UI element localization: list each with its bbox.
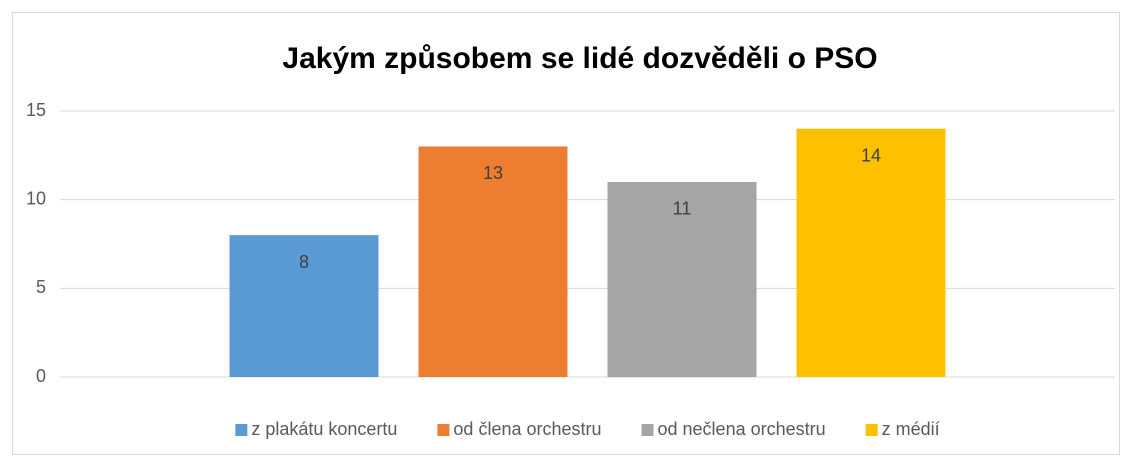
data-label: 14 xyxy=(861,145,881,165)
y-tick-label: 0 xyxy=(36,366,46,386)
legend-label: od člena orchestru xyxy=(453,419,601,439)
chart-title: Jakým způsobem se lidé dozvěděli o PSO xyxy=(282,42,877,75)
data-label: 8 xyxy=(299,252,309,272)
legend-swatch xyxy=(641,424,654,436)
bar xyxy=(796,128,946,377)
legend-label: z médií xyxy=(882,419,940,439)
legend-label: z plakátu koncertu xyxy=(251,419,397,439)
y-tick-label: 5 xyxy=(36,277,46,297)
data-label: 13 xyxy=(483,163,503,183)
legend-swatch xyxy=(235,424,248,436)
bar xyxy=(418,146,568,377)
legend-swatch xyxy=(437,424,450,436)
legend-swatch xyxy=(865,424,878,436)
bar xyxy=(607,181,757,377)
y-tick-label: 10 xyxy=(26,188,46,208)
legend-label: od nečlena orchestru xyxy=(658,419,826,439)
y-tick-label: 15 xyxy=(26,100,46,120)
bar xyxy=(229,235,379,377)
data-label: 11 xyxy=(673,199,692,219)
